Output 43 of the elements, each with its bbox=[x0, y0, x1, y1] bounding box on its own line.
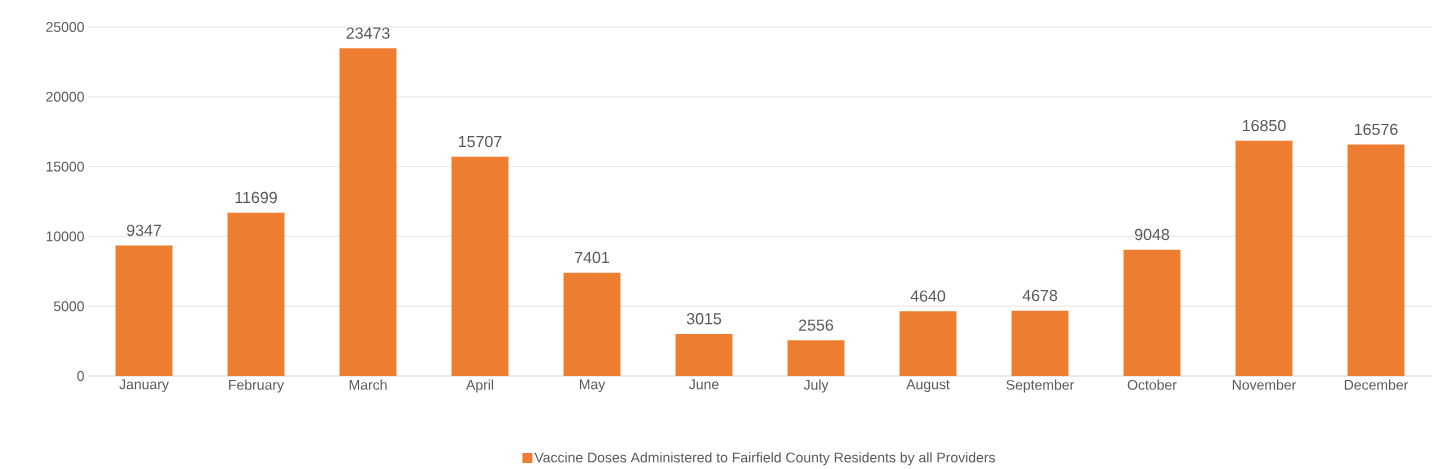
data-label: 7401 bbox=[575, 251, 610, 264]
data-label: 15707 bbox=[458, 135, 502, 148]
y-tick-label: 10000 bbox=[46, 231, 84, 242]
bar bbox=[675, 333, 733, 376]
x-tick-label: April bbox=[466, 379, 494, 393]
data-label: 16850 bbox=[1242, 119, 1286, 132]
bar bbox=[339, 48, 397, 376]
data-label: 3015 bbox=[686, 313, 722, 325]
x-tick-label: June bbox=[689, 379, 719, 390]
x-tick-label: September bbox=[1006, 379, 1075, 393]
bar bbox=[1347, 144, 1405, 376]
data-label: 4678 bbox=[1022, 289, 1058, 302]
data-label: 11699 bbox=[235, 191, 277, 204]
data-label: 16576 bbox=[1354, 123, 1398, 136]
x-tick-label: December bbox=[1344, 379, 1409, 390]
x-tick-label: October bbox=[1127, 379, 1177, 390]
x-tick-label: February bbox=[229, 379, 284, 393]
bar bbox=[787, 340, 845, 376]
x-tick-label: August bbox=[906, 379, 950, 393]
x-tick-label: March bbox=[349, 379, 387, 390]
data-label: 23473 bbox=[346, 27, 390, 39]
data-label: 2556 bbox=[799, 319, 834, 331]
data-label: 4640 bbox=[910, 290, 946, 302]
bar bbox=[1235, 140, 1293, 376]
x-tick-label: November bbox=[1232, 379, 1297, 390]
bar bbox=[1011, 310, 1069, 376]
data-label: 9048 bbox=[1134, 228, 1170, 241]
bar bbox=[1123, 249, 1181, 376]
bar bbox=[115, 245, 173, 376]
y-tick-label: 20000 bbox=[46, 91, 84, 102]
x-tick-label: May bbox=[579, 379, 606, 393]
y-tick-label: 0 bbox=[77, 371, 84, 381]
y-tick-label: 25000 bbox=[46, 22, 84, 32]
y-tick-label: 15000 bbox=[46, 161, 84, 172]
bar bbox=[451, 156, 509, 376]
x-tick-label: January bbox=[119, 379, 169, 393]
legend-label: Vaccine Doses Administered to Fairfield County Residents by all Providers bbox=[534, 452, 996, 466]
y-tick-label: 5000 bbox=[53, 301, 84, 312]
bar bbox=[899, 311, 957, 376]
bar bbox=[227, 212, 285, 376]
data-label: 9347 bbox=[126, 224, 161, 236]
bar bbox=[563, 272, 621, 376]
x-tick-label: July bbox=[803, 379, 829, 393]
